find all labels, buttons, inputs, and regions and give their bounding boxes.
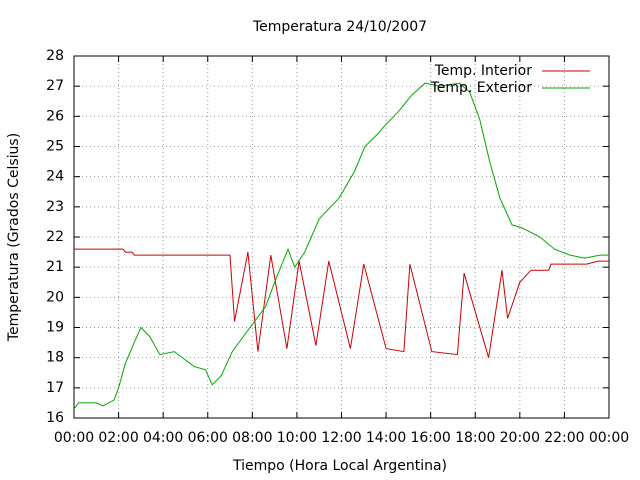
x-tick-label: 14:00 xyxy=(366,430,406,446)
y-tick-label: 16 xyxy=(46,410,64,426)
x-axis-label: Tiempo (Hora Local Argentina) xyxy=(232,458,447,474)
y-tick-label: 26 xyxy=(46,108,64,124)
y-tick-label: 17 xyxy=(46,380,64,396)
y-tick-label: 25 xyxy=(46,139,64,155)
x-tick-label: 22:00 xyxy=(544,430,584,446)
y-tick-label: 23 xyxy=(46,199,64,215)
y-tick-label: 18 xyxy=(46,350,64,366)
chart-title: Temperatura 24/10/2007 xyxy=(252,19,427,35)
y-tick-label: 19 xyxy=(46,320,64,336)
x-tick-label: 00:00 xyxy=(589,430,629,446)
data-line xyxy=(73,82,609,410)
legend-label: Temp. Exterior xyxy=(430,80,533,96)
x-tick-label: 18:00 xyxy=(455,430,495,446)
y-tick-label: 20 xyxy=(46,289,64,305)
x-tick-label: 08:00 xyxy=(232,430,272,446)
y-tick-label: 22 xyxy=(46,229,64,245)
x-tick-label: 12:00 xyxy=(321,430,361,446)
y-tick-label: 28 xyxy=(46,48,64,64)
x-tick-label: 00:00 xyxy=(54,430,94,446)
x-tick-label: 02:00 xyxy=(98,430,138,446)
legend-label: Temp. Interior xyxy=(434,63,533,79)
y-axis-label: Temperatura (Grados Celsius) xyxy=(6,133,22,342)
x-tick-label: 06:00 xyxy=(188,430,228,446)
y-tick-label: 21 xyxy=(46,259,64,275)
y-tick-label: 27 xyxy=(46,78,64,94)
x-tick-label: 20:00 xyxy=(500,430,540,446)
x-tick-label: 16:00 xyxy=(410,430,450,446)
y-tick-label: 24 xyxy=(46,169,64,185)
x-tick-label: 04:00 xyxy=(143,430,183,446)
data-line xyxy=(74,248,609,358)
x-tick-label: 10:00 xyxy=(277,430,317,446)
